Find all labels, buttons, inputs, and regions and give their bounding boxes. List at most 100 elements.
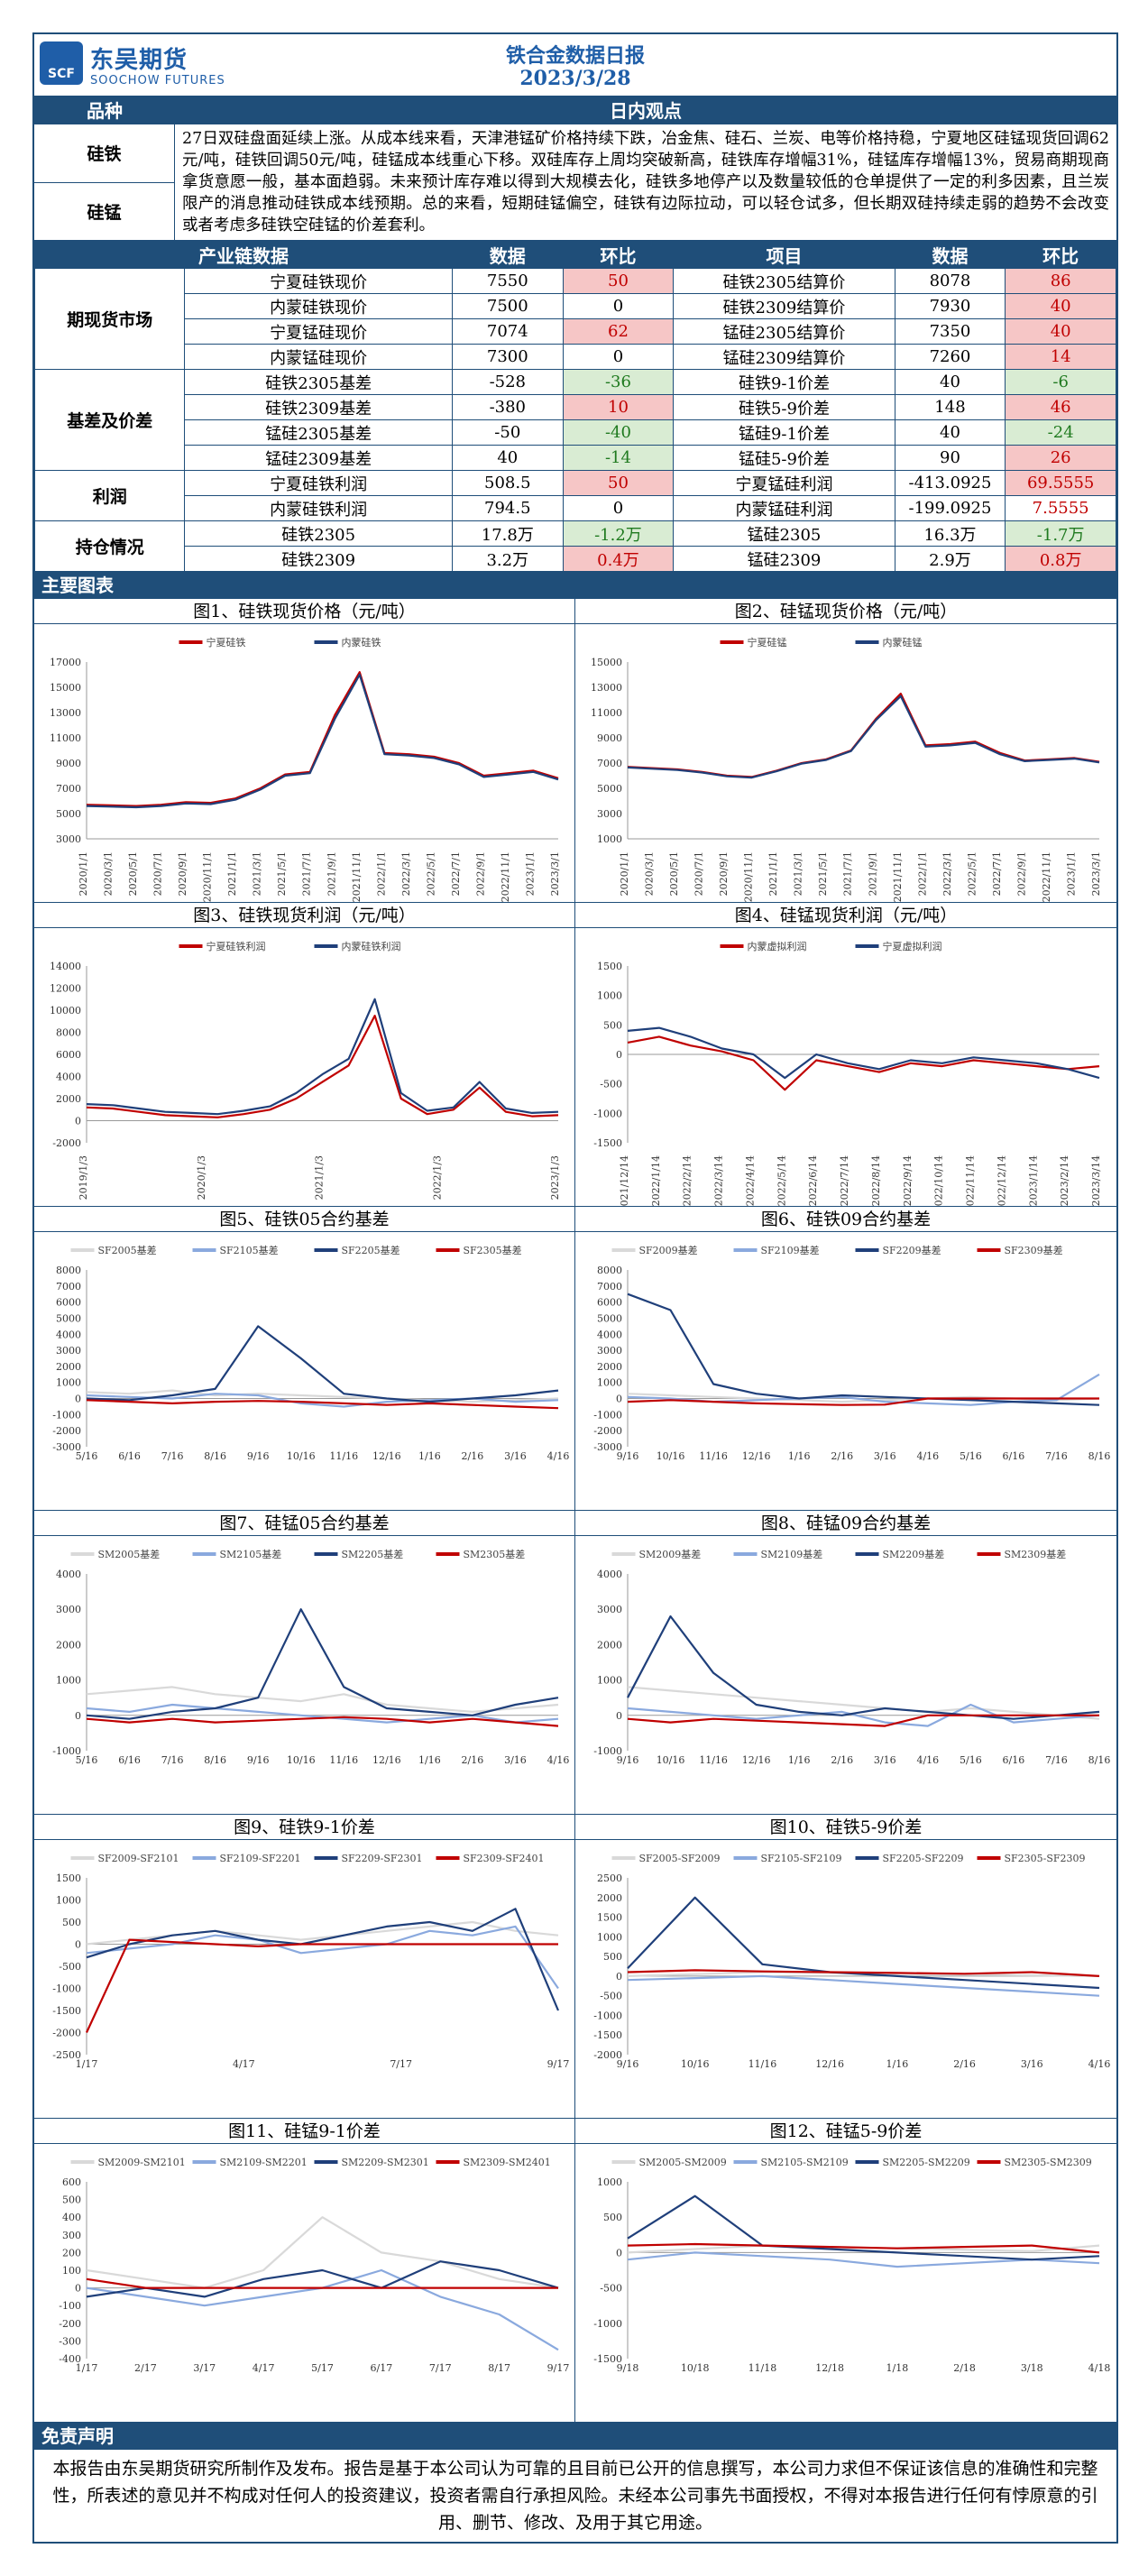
y-tick-label: 0 [75,1939,81,1951]
y-tick-label: 8000 [56,1027,81,1039]
y-tick-label: 100 [62,2265,81,2277]
legend-label: 内蒙硅锰 [883,636,923,649]
x-tick-label: 4/17 [253,2362,275,2374]
legend-label: SF2309基差 [1005,1244,1063,1256]
y-tick-label: 500 [603,2212,622,2223]
x-tick-label: 2020/1/3 [196,1155,207,1200]
table-row: 硅铁2309 3.2万 0.4万 锰硅2309 2.9万 0.8万 [35,546,1116,572]
item-name: 硅铁2309结算价 [673,293,895,319]
table-row: 锰硅2309基差 40 -14 锰硅5-9价差 90 26 [35,445,1116,471]
item-name: 锰硅9-1价差 [673,419,895,446]
y-tick-label: -1000 [593,2010,622,2021]
x-tick-label: 8/16 [1088,1450,1111,1462]
x-tick-label: 2021/5/1 [817,851,829,896]
x-tick-label: 2/18 [953,2362,976,2374]
item-value: 90 [894,445,1006,471]
x-tick-label: 2022/6/14 [807,1155,819,1206]
y-tick-label: 3000 [597,808,622,820]
item-change: 26 [1005,445,1116,471]
y-tick-label: 11000 [50,732,81,744]
item-change: 50 [562,470,675,496]
x-tick-label: 9/17 [547,2362,570,2374]
x-tick-label: 3/16 [874,1754,896,1766]
item-value: 7500 [451,293,564,319]
legend-label: SF2205基差 [342,1244,400,1256]
y-tick-label: 5000 [597,1312,622,1324]
chart-svg: SM2005基差 SM2105基差 SM2205基差 SM2305基差 4000 3000… [52,1548,569,1766]
legend-label: SM2209-SM2301 [342,2157,429,2168]
chart-title: 图3、硅铁现货利润（元/吨） [34,903,574,928]
y-tick-label: 5000 [597,783,622,795]
y-tick-label: -1000 [52,1983,81,1995]
x-tick-label: 5/16 [960,1450,982,1462]
x-tick-label: 2022/7/1 [450,851,462,896]
x-tick-label: 3/18 [1021,2362,1043,2374]
item-value: 7350 [894,318,1006,345]
y-tick-label: 500 [603,1019,622,1031]
y-tick-label: 6000 [56,1049,81,1061]
item-name: 硅铁2305 [184,520,453,547]
logo-mark: SCF [40,41,83,85]
item-change: 0 [562,293,675,319]
y-tick-label: -300 [59,2335,81,2347]
legend-label: SF2009-SF2101 [98,1853,179,1864]
x-tick-label: 8/17 [488,2362,510,2374]
item-change: 40 [1005,293,1116,319]
item-name: 宁夏硅铁现价 [184,268,453,294]
y-tick-label: 1000 [597,1931,622,1943]
y-tick-label: -1500 [593,2029,622,2041]
chart-svg: SF2005基差 SF2105基差 SF2205基差 SF2305基差 8000 7000… [52,1244,569,1462]
table-header-cell: 环比 [1005,241,1116,269]
legend-label: SF2209-SF2301 [342,1853,423,1864]
chart-cell: 图8、硅锰09合约基差 SM2009基差 SM2109基差 SM2209基差 SM230… [575,1511,1116,1815]
series-line [627,1714,1099,1727]
y-tick-label: 4000 [56,1329,81,1340]
x-tick-label: 1/16 [418,1450,441,1462]
item-change: -6 [1005,369,1116,395]
x-tick-label: 2023/1/14 [1027,1155,1039,1206]
y-tick-label: 500 [603,1951,622,1963]
x-tick-label: 5/16 [76,1754,98,1766]
x-tick-label: 2023/1/1 [1065,851,1077,896]
x-tick-label: 9/16 [617,1754,639,1766]
item-name: 宁夏硅铁利润 [184,470,453,496]
legend-label: SM2105-SM2109 [761,2157,849,2168]
x-tick-label: 9/17 [547,2058,570,2070]
item-change: -14 [562,445,675,471]
y-tick-label: 1000 [597,1675,622,1687]
y-tick-label: -2000 [593,2049,622,2061]
item-value: 7260 [894,344,1006,370]
x-tick-label: 10/16 [657,1754,685,1766]
item-change: 69.5555 [1005,470,1116,496]
legend-label: SM2305-SM2309 [1005,2157,1092,2168]
y-tick-label: 13000 [591,682,622,694]
series-line [86,1716,559,1727]
x-tick-label: 3/17 [193,2362,216,2374]
series-line [627,1703,1100,1727]
item-name: 锰硅2309基差 [184,445,453,471]
table-group-label: 利润 [33,470,186,521]
item-name: 硅铁9-1价差 [673,369,895,395]
y-tick-label: 2000 [597,1361,622,1373]
x-tick-label: 2021/7/1 [842,851,854,896]
x-tick-label: 10/18 [681,2362,710,2374]
data-table: 产业链数据 数据 环比 项目 数据 环比 期现货市场 宁夏硅铁现价 7550 50 硅铁2305结算… [33,241,1116,572]
item-name: 硅铁2309 [184,546,453,572]
y-tick-label: 500 [62,1917,81,1928]
legend-label: SF2109-SF2201 [220,1853,301,1864]
table-row: 基差及价差 硅铁2305基差 -528 -36 硅铁9-1价差 40 -6 [33,369,1116,471]
y-tick-label: 0 [75,2283,81,2295]
x-tick-label: 2022/1/14 [650,1155,662,1206]
x-tick-label: 2/17 [134,2362,157,2374]
legend-label: SM2009-SM2101 [98,2157,186,2168]
y-tick-label: 400 [62,2212,81,2223]
item-name: 硅铁2305结算价 [673,268,895,294]
item-change: -1.2万 [562,520,675,547]
item-name: 硅铁2309基差 [184,394,453,420]
item-name: 内蒙硅铁利润 [184,495,453,521]
x-tick-label: 6/16 [118,1450,141,1462]
item-name: 锰硅2305基差 [184,419,453,446]
x-tick-label: 2022/7/1 [991,851,1003,896]
legend-label: 宁夏硅铁 [207,636,246,649]
x-tick-label: 7/16 [161,1754,184,1766]
